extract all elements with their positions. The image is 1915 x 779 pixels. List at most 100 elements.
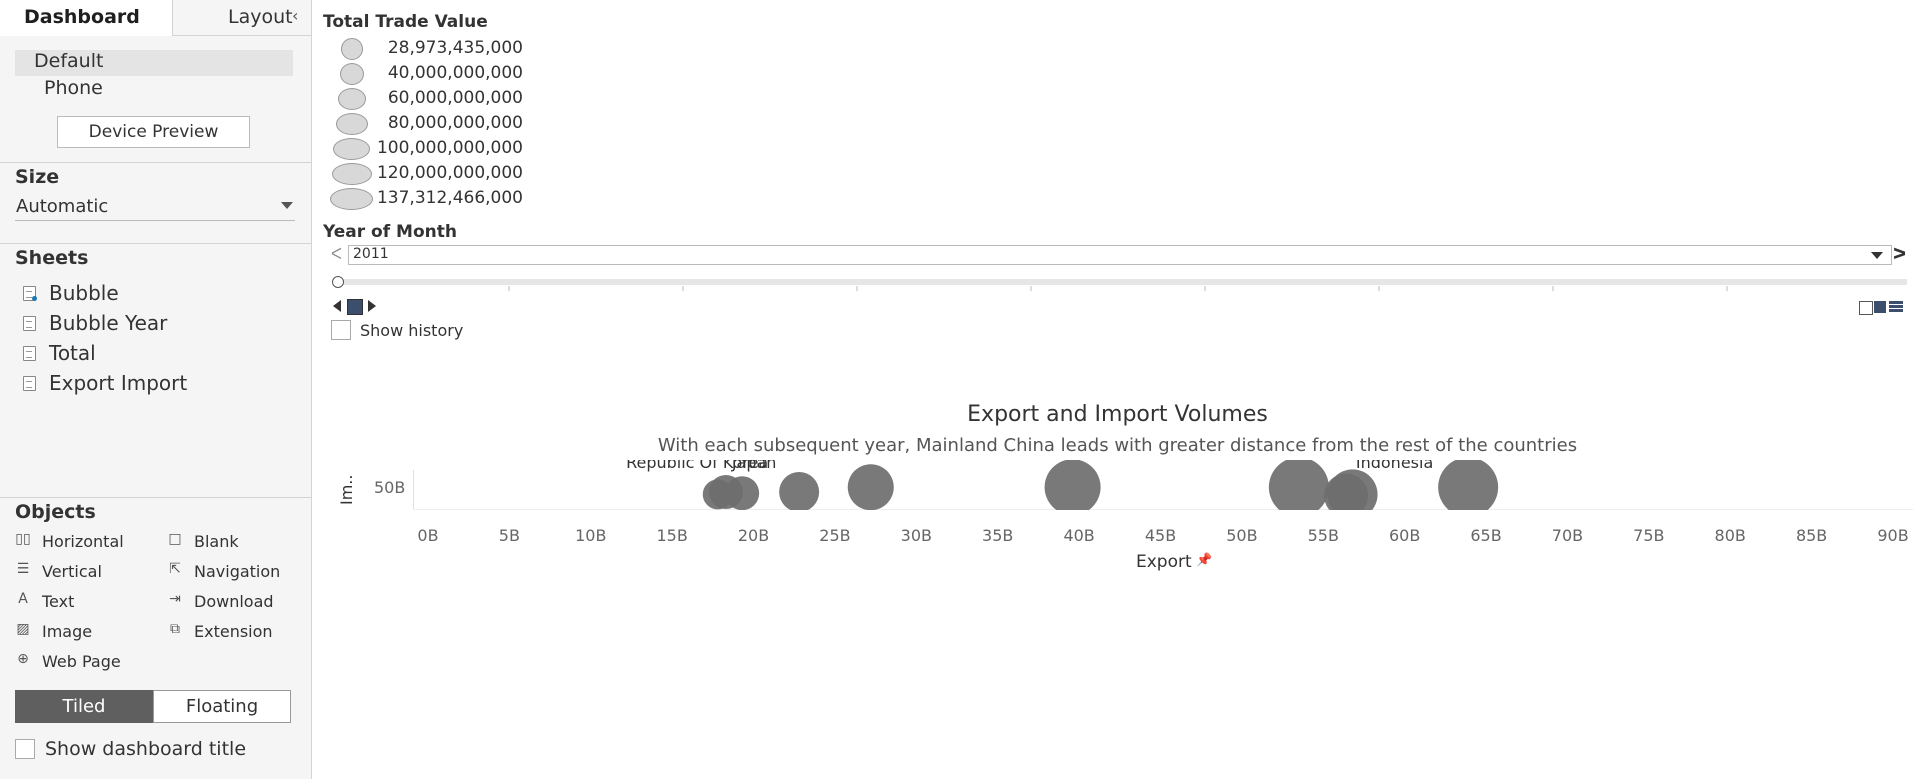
- bubble-mark[interactable]: [1044, 460, 1101, 515]
- extension-icon: ⧉: [170, 621, 180, 637]
- stop-icon[interactable]: [347, 299, 363, 315]
- object-label: Blank: [194, 532, 239, 551]
- sheet-item-label: Bubble: [49, 281, 119, 305]
- view-mode-double-icon[interactable]: [1874, 301, 1886, 313]
- legend-size-circle: [340, 63, 364, 85]
- show-history-checkbox[interactable]: [331, 320, 351, 340]
- device-preview-button[interactable]: Device Preview: [57, 116, 250, 148]
- tiled-button[interactable]: Tiled: [15, 690, 153, 723]
- x-tick-label: 10B: [575, 526, 606, 545]
- x-tick-label: 80B: [1715, 526, 1746, 545]
- y-axis-line: [413, 470, 414, 510]
- y-tick-label: 50B: [374, 478, 406, 497]
- legend-value: 137,312,466,000: [376, 188, 523, 208]
- sheet-item-label: Total: [49, 341, 96, 365]
- previous-value-icon[interactable]: ᐸ: [331, 245, 342, 263]
- x-tick-label: 90B: [1877, 526, 1908, 545]
- size-dropdown[interactable]: Automatic: [15, 194, 295, 221]
- x-axis-line: [413, 509, 1913, 510]
- sheet-item-export-import[interactable]: Export Import: [0, 371, 300, 397]
- legend-size-circle: [330, 188, 373, 210]
- object-download[interactable]: ⇥ Download: [160, 590, 300, 616]
- object-extension[interactable]: ⧉ Extension: [160, 620, 300, 646]
- next-value-icon[interactable]: ᐳ: [1893, 245, 1907, 263]
- sheet-item-label: Export Import: [49, 371, 188, 395]
- play-back-icon[interactable]: [333, 300, 341, 312]
- sheet-item-total[interactable]: Total: [0, 341, 300, 367]
- view-mode-triple-icon[interactable]: [1889, 301, 1903, 313]
- year-dropdown[interactable]: 2011: [348, 245, 1892, 265]
- x-tick-label: 30B: [901, 526, 932, 545]
- pin-icon[interactable]: 📌: [1196, 553, 1213, 568]
- object-label: Image: [42, 622, 93, 641]
- x-tick-label: 35B: [982, 526, 1013, 545]
- object-web-page[interactable]: ⊕ Web Page: [0, 650, 160, 676]
- x-tick-label: 20B: [738, 526, 769, 545]
- chevron-down-icon: [1871, 252, 1883, 259]
- active-dot-icon: [32, 296, 37, 301]
- x-tick-label: 15B: [656, 526, 687, 545]
- size-value: Automatic: [16, 196, 109, 217]
- year-slider-handle[interactable]: [332, 276, 344, 288]
- legend-size-circle: [332, 163, 372, 185]
- image-icon: ▨: [16, 621, 30, 637]
- bubble-mark[interactable]: [1268, 460, 1329, 517]
- download-icon: ⇥: [169, 591, 181, 607]
- object-label: Navigation: [194, 562, 281, 581]
- scatter-plot[interactable]: 0B 5B 10B 15B 20B 25B 30B 35B 40B 45B 50B 55B 60B 65B…: [325, 460, 1915, 570]
- bubble-mark[interactable]: [725, 476, 760, 510]
- show-title-checkbox[interactable]: [15, 739, 35, 759]
- play-forward-icon[interactable]: [368, 300, 376, 312]
- tab-layout[interactable]: Layout: [172, 0, 311, 36]
- legend-title: Total Trade Value: [323, 12, 488, 32]
- bubble-label: Indonesia: [1356, 460, 1433, 472]
- bubble-mark[interactable]: [1438, 460, 1499, 517]
- object-horizontal[interactable]: ▯▯ Horizontal: [0, 530, 300, 556]
- object-text[interactable]: A Text: [0, 590, 160, 616]
- bubble-mark[interactable]: [1324, 473, 1369, 518]
- divider: [0, 243, 311, 244]
- sheet-item-bubble-year[interactable]: Bubble Year: [0, 311, 300, 337]
- view-mode-single-icon[interactable]: [1859, 301, 1873, 315]
- navigation-icon: ⇱: [169, 561, 181, 577]
- year-slider-track[interactable]: [335, 279, 1907, 285]
- x-tick-label: 40B: [1063, 526, 1094, 545]
- sheet-item-bubble[interactable]: Bubble: [0, 281, 300, 307]
- x-tick-label: 45B: [1145, 526, 1176, 545]
- chart-title: Export and Import Volumes: [967, 402, 1268, 427]
- sheets-heading: Sheets: [15, 247, 89, 269]
- slider-ticks: [508, 286, 1728, 291]
- object-navigation[interactable]: ⇱ Navigation: [160, 560, 300, 586]
- x-tick-label: 25B: [819, 526, 850, 545]
- device-default-row[interactable]: Default: [15, 50, 293, 76]
- object-label: Horizontal: [42, 532, 124, 551]
- object-label: Download: [194, 592, 274, 611]
- chevron-down-icon: [281, 202, 293, 209]
- collapse-panel-icon[interactable]: ‹: [292, 6, 299, 25]
- bubble-mark[interactable]: [779, 472, 820, 512]
- sheet-icon: [23, 316, 36, 331]
- filter-title: Year of Month: [323, 222, 457, 242]
- legend-size-circle: [333, 138, 370, 160]
- tab-dashboard[interactable]: Dashboard: [0, 0, 172, 36]
- bubble-mark[interactable]: [847, 464, 894, 510]
- object-label: Extension: [194, 622, 273, 641]
- blank-icon: □: [168, 531, 182, 547]
- device-default-label: Default: [34, 50, 104, 72]
- legend-size-circle: [336, 113, 368, 135]
- object-vertical[interactable]: ☰ Vertical: [0, 560, 160, 586]
- object-blank[interactable]: □ Blank: [160, 530, 300, 556]
- objects-heading: Objects: [15, 501, 96, 523]
- object-image[interactable]: ▨ Image: [0, 620, 160, 646]
- sheet-icon: [23, 346, 36, 361]
- x-tick-label: 60B: [1389, 526, 1420, 545]
- legend-value: 28,973,435,000: [387, 38, 523, 58]
- object-label: Text: [42, 592, 75, 611]
- x-tick-label: 75B: [1633, 526, 1664, 545]
- floating-button[interactable]: Floating: [153, 690, 291, 723]
- x-tick-label: 85B: [1796, 526, 1827, 545]
- divider: [0, 497, 311, 498]
- device-phone[interactable]: Phone: [44, 77, 103, 99]
- x-tick-label: 50B: [1226, 526, 1257, 545]
- dashboard-side-panel: Dashboard Layout ‹ Default Phone Device …: [0, 0, 312, 779]
